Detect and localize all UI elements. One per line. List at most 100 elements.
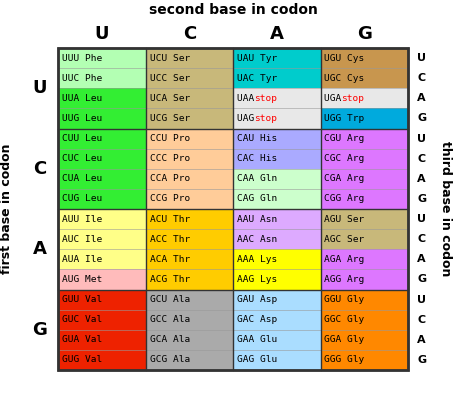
Bar <box>233 270 321 289</box>
Text: AGA Arg: AGA Arg <box>324 255 365 264</box>
Bar <box>321 68 408 88</box>
Bar <box>233 289 321 310</box>
Text: CAU His: CAU His <box>237 134 277 143</box>
Text: GGC Gly: GGC Gly <box>324 315 365 324</box>
Text: UCU Ser: UCU Ser <box>149 54 190 63</box>
Text: ACG Thr: ACG Thr <box>149 275 190 284</box>
Text: C: C <box>417 73 425 83</box>
Text: UGC Cys: UGC Cys <box>324 74 365 83</box>
Text: C: C <box>417 234 425 244</box>
Text: ACU Thr: ACU Thr <box>149 214 190 224</box>
Bar <box>145 148 233 169</box>
Bar <box>233 310 321 330</box>
Text: CAG Gln: CAG Gln <box>237 195 277 203</box>
Text: G: G <box>417 274 426 284</box>
Bar <box>145 289 233 310</box>
Text: UAG: UAG <box>237 114 260 123</box>
Text: AGG Arg: AGG Arg <box>324 275 365 284</box>
Text: GCA Ala: GCA Ala <box>149 335 190 344</box>
Text: first base in codon: first base in codon <box>0 144 14 274</box>
Text: GCC Ala: GCC Ala <box>149 315 190 324</box>
Bar <box>58 310 145 330</box>
Bar <box>145 68 233 88</box>
Text: AUU Ile: AUU Ile <box>62 214 102 224</box>
Bar <box>145 249 233 270</box>
Text: UUC Phe: UUC Phe <box>62 74 102 83</box>
Bar <box>145 229 233 249</box>
Bar <box>233 68 321 88</box>
Text: A: A <box>417 93 426 103</box>
Bar <box>233 330 321 350</box>
Text: GCG Ala: GCG Ala <box>149 355 190 364</box>
Bar <box>145 169 233 189</box>
Bar <box>145 189 233 209</box>
Bar <box>321 229 408 249</box>
Text: CAC His: CAC His <box>237 154 277 163</box>
Bar <box>233 169 321 189</box>
Text: CCA Pro: CCA Pro <box>149 174 190 183</box>
Bar <box>145 209 233 229</box>
Text: C: C <box>417 315 425 325</box>
Text: G: G <box>417 194 426 204</box>
Text: U: U <box>33 79 47 97</box>
Text: stop: stop <box>341 94 364 103</box>
Bar <box>321 289 408 310</box>
Text: stop: stop <box>254 114 277 123</box>
Bar <box>145 108 233 129</box>
Text: GAU Asp: GAU Asp <box>237 295 277 304</box>
Bar <box>233 189 321 209</box>
Text: GAG Glu: GAG Glu <box>237 355 277 364</box>
Bar <box>233 48 321 68</box>
Bar <box>145 48 233 68</box>
Text: AAU Asn: AAU Asn <box>237 214 277 224</box>
Bar <box>321 310 408 330</box>
Text: U: U <box>95 25 109 43</box>
Text: GUG Val: GUG Val <box>62 355 102 364</box>
Text: UGG Trp: UGG Trp <box>324 114 365 123</box>
Bar <box>58 169 145 189</box>
Text: G: G <box>417 355 426 365</box>
Bar <box>58 48 408 370</box>
Text: G: G <box>357 25 372 43</box>
Text: CUU Leu: CUU Leu <box>62 134 102 143</box>
Bar <box>58 68 145 88</box>
Bar <box>321 48 408 68</box>
Text: UUG Leu: UUG Leu <box>62 114 102 123</box>
Text: third base in codon: third base in codon <box>439 141 453 277</box>
Text: UAU Tyr: UAU Tyr <box>237 54 277 63</box>
Text: GUC Val: GUC Val <box>62 315 102 324</box>
Text: GGG Gly: GGG Gly <box>324 355 365 364</box>
Text: UAC Tyr: UAC Tyr <box>237 74 277 83</box>
Bar <box>58 189 145 209</box>
Text: UGA: UGA <box>324 94 347 103</box>
Bar <box>321 209 408 229</box>
Text: U: U <box>417 295 426 304</box>
Text: G: G <box>33 321 48 339</box>
Text: AUA Ile: AUA Ile <box>62 255 102 264</box>
Bar <box>321 108 408 129</box>
Bar <box>145 350 233 370</box>
Text: GUU Val: GUU Val <box>62 295 102 304</box>
Bar <box>321 88 408 108</box>
Text: CGU Arg: CGU Arg <box>324 134 365 143</box>
Bar <box>233 88 321 108</box>
Bar <box>58 108 145 129</box>
Text: CUG Leu: CUG Leu <box>62 195 102 203</box>
Text: CGG Arg: CGG Arg <box>324 195 365 203</box>
Bar <box>233 350 321 370</box>
Bar <box>145 270 233 289</box>
Text: GGA Gly: GGA Gly <box>324 335 365 344</box>
Text: AAC Asn: AAC Asn <box>237 235 277 244</box>
Text: AGC Ser: AGC Ser <box>324 235 365 244</box>
Bar <box>58 350 145 370</box>
Text: A: A <box>417 335 426 345</box>
Text: A: A <box>417 254 426 264</box>
Bar <box>321 350 408 370</box>
Text: CAA Gln: CAA Gln <box>237 174 277 183</box>
Bar <box>321 129 408 148</box>
Bar <box>321 249 408 270</box>
Bar <box>233 148 321 169</box>
Bar <box>58 270 145 289</box>
Text: G: G <box>417 114 426 123</box>
Bar <box>58 88 145 108</box>
